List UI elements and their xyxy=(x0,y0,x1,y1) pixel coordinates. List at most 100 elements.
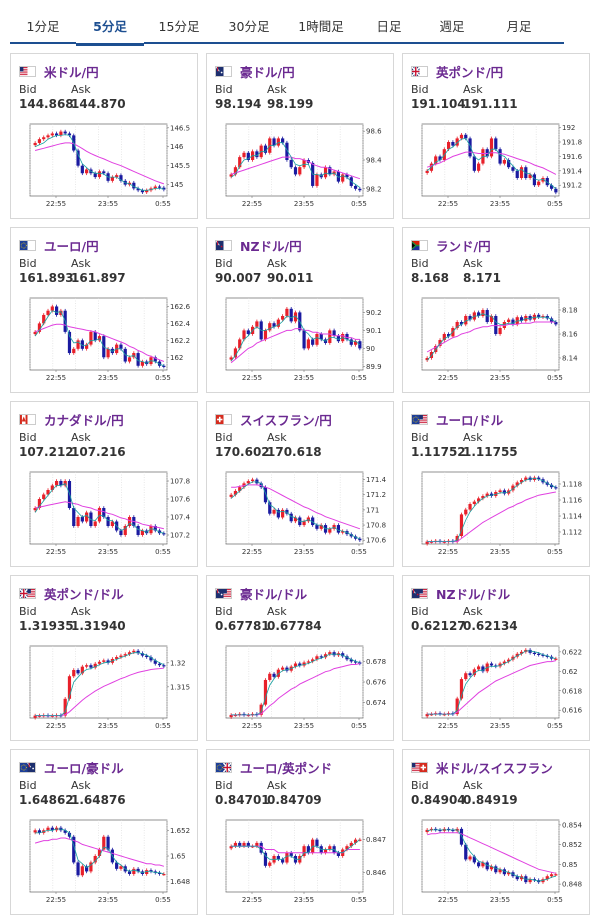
y-tick-label: 146.5 xyxy=(170,124,190,132)
tab-6[interactable]: 日足 xyxy=(376,18,402,34)
pair-title-link[interactable]: 米ドル/スイスフラン xyxy=(411,758,553,777)
candle-body xyxy=(46,490,50,495)
candle-body xyxy=(93,663,97,668)
ask-value: 144.870 xyxy=(71,97,126,111)
ask-label: Ask xyxy=(463,605,483,618)
candle-body xyxy=(328,846,332,850)
chart-container[interactable]: 0.854 0.852 0.85 0.848 22:55 23:55 0:55 xyxy=(407,816,587,912)
candle-body xyxy=(89,862,93,872)
price-chart: 146.5 146 145.5 145 22:55 23:55 0:55 xyxy=(29,123,190,208)
pair-title-link[interactable]: ユーロ/ドル xyxy=(411,410,503,429)
candle-body xyxy=(229,494,233,497)
chart-container[interactable]: 8.18 8.16 8.14 22:55 23:55 0:55 xyxy=(407,294,587,390)
x-tick-label: 0:55 xyxy=(547,548,563,556)
candle-body xyxy=(455,138,459,146)
candle-body xyxy=(149,657,153,661)
y-tick-label: 89.9 xyxy=(366,363,382,371)
pair-title-link[interactable]: スイスフラン/円 xyxy=(215,410,332,429)
candle-body xyxy=(311,659,315,662)
candle-body xyxy=(50,306,54,311)
pair-title-link[interactable]: 豪ドル/ドル xyxy=(215,584,307,603)
candle-body xyxy=(537,653,541,655)
tab-5[interactable]: 1時間足 xyxy=(298,18,344,34)
pair-title-link[interactable]: ユーロ/円 xyxy=(19,236,99,255)
chart-container[interactable]: 162.6 162.4 162.2 162 22:55 23:55 0:55 xyxy=(15,294,195,390)
tab-8[interactable]: 月足 xyxy=(506,18,532,34)
candle-body xyxy=(507,160,511,168)
candle-body xyxy=(468,138,472,157)
chart-container[interactable]: 107.8 107.6 107.4 107.2 22:55 23:55 0:55 xyxy=(15,468,195,564)
chart-container[interactable]: 146.5 146 145.5 145 22:55 23:55 0:55 xyxy=(15,120,195,216)
chart-container[interactable]: 0.678 0.676 0.674 22:55 23:55 0:55 xyxy=(211,642,391,738)
pair-title-link[interactable]: カナダドル/円 xyxy=(19,410,124,429)
candle-body xyxy=(93,173,97,178)
y-tick-label: 0.676 xyxy=(366,679,387,687)
candle-body xyxy=(532,652,537,655)
candle-body xyxy=(242,152,246,158)
gb-us-flag-icon xyxy=(19,588,36,599)
candle-body xyxy=(80,165,84,174)
candle-body xyxy=(358,538,362,541)
y-tick-label: 90 xyxy=(366,345,375,353)
candle-body xyxy=(502,869,506,875)
ma-fast-line xyxy=(230,481,361,540)
ask-label: Ask xyxy=(267,779,287,792)
chart-container[interactable]: 1.652 1.65 1.648 22:55 23:55 0:55 xyxy=(15,816,195,912)
candle-body xyxy=(541,316,545,318)
chart-container[interactable]: 0.847 0.846 22:55 23:55 0:55 xyxy=(211,816,391,912)
pair-name: ユーロ/豪ドル xyxy=(44,761,124,776)
candle-body xyxy=(281,316,285,320)
pair-title-link[interactable]: 豪ドル/円 xyxy=(215,62,295,81)
tab-1[interactable]: 1分足 xyxy=(26,18,60,34)
ask-label: Ask xyxy=(267,605,287,618)
chart-container[interactable]: 1.118 1.116 1.114 1.112 22:55 23:55 0:55 xyxy=(407,468,587,564)
tab-3[interactable]: 15分足 xyxy=(158,18,200,34)
y-tick-label: 1.315 xyxy=(170,683,190,691)
za-flag-icon xyxy=(411,240,428,251)
pair-title-link[interactable]: ユーロ/英ポンド xyxy=(215,758,332,777)
ask-value: 1.64876 xyxy=(71,793,126,807)
candle-body xyxy=(293,312,298,322)
candle-body xyxy=(50,133,54,136)
price-chart: 1.652 1.65 1.648 22:55 23:55 0:55 xyxy=(29,819,190,904)
chart-container[interactable]: 98.6 98.4 98.2 22:55 23:55 0:55 xyxy=(211,120,391,216)
pair-title-link[interactable]: NZドル/ドル xyxy=(411,584,510,603)
tab-2[interactable]: 5分足 xyxy=(76,6,144,46)
candle-body xyxy=(102,660,106,662)
rate-card: 豪ドル/円 Bid Ask 98.194 98.199 98.6 98.4 98.2 22:55… xyxy=(206,53,394,219)
chart-container[interactable]: 171.4 171.2 171 170.8 170.6 22:55 23:55 0:55 xyxy=(211,468,391,564)
pair-title-link[interactable]: 米ドル/円 xyxy=(19,62,99,81)
candle-body xyxy=(246,152,250,160)
x-tick-label: 23:55 xyxy=(294,548,314,556)
tab-7[interactable]: 週足 xyxy=(439,18,465,34)
tab-4[interactable]: 30分足 xyxy=(228,18,270,34)
candle-body xyxy=(532,879,537,881)
x-tick-label: 23:55 xyxy=(490,548,510,556)
candle-body xyxy=(59,131,63,136)
pair-title-link[interactable]: 英ポンド/円 xyxy=(411,62,503,81)
x-tick-label: 0:55 xyxy=(351,200,367,208)
candle-body xyxy=(102,508,106,517)
pair-title-link[interactable]: ユーロ/豪ドル xyxy=(19,758,124,777)
candle-body xyxy=(119,866,123,869)
y-tick-label: 0.848 xyxy=(562,881,582,889)
y-tick-label: 191.6 xyxy=(562,153,583,161)
pair-title-link[interactable]: NZドル/円 xyxy=(215,236,302,255)
candle-body xyxy=(302,330,306,349)
chart-container[interactable]: 192 191.8 191.6 191.4 191.2 22:55 23:55 0:55 xyxy=(407,120,587,216)
candle-body xyxy=(489,866,494,870)
y-tick-label: 8.14 xyxy=(562,355,578,363)
chart-container[interactable]: 90.2 90.1 90 89.9 22:55 23:55 0:55 xyxy=(211,294,391,390)
candle-body xyxy=(306,661,310,663)
chart-container[interactable]: 1.32 1.315 22:55 23:55 0:55 xyxy=(15,642,195,738)
ask-label: Ask xyxy=(71,83,91,96)
candle-body xyxy=(302,521,306,526)
x-tick-label: 22:55 xyxy=(438,722,458,730)
x-tick-label: 0:55 xyxy=(351,374,367,382)
chart-container[interactable]: 0.622 0.62 0.618 0.616 22:55 23:55 0:55 xyxy=(407,642,587,738)
pair-title-link[interactable]: ランド/円 xyxy=(411,236,491,255)
candle-body xyxy=(46,135,50,138)
pair-title-link[interactable]: 英ポンド/ドル xyxy=(19,584,124,603)
candle-body xyxy=(425,714,429,717)
candle-body xyxy=(229,174,233,177)
